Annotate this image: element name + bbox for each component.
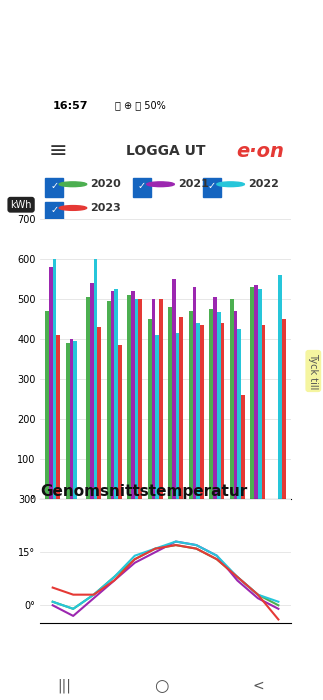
Bar <box>250 287 254 499</box>
Text: ○: ○ <box>154 677 169 695</box>
Text: Tyck till: Tyck till <box>308 353 318 389</box>
Circle shape <box>59 182 87 187</box>
Text: 2022: 2022 <box>248 179 279 189</box>
Bar <box>114 289 118 499</box>
Text: ✓: ✓ <box>208 181 216 191</box>
Circle shape <box>147 182 174 187</box>
Bar <box>196 323 200 499</box>
Text: 2020: 2020 <box>90 179 121 189</box>
Bar <box>131 290 135 499</box>
Bar <box>209 309 213 499</box>
Bar <box>213 297 217 499</box>
Bar <box>107 301 110 499</box>
Bar <box>237 329 241 499</box>
Text: ✓: ✓ <box>50 181 58 191</box>
Bar <box>155 335 159 499</box>
Text: |||: ||| <box>58 679 71 693</box>
Bar <box>148 319 151 499</box>
Bar <box>180 317 183 499</box>
Bar <box>200 325 204 499</box>
Text: e·on: e·on <box>237 142 285 161</box>
Bar <box>172 279 176 499</box>
Bar <box>254 285 258 499</box>
Bar <box>189 311 193 499</box>
Text: Genomsnittstemperatur: Genomsnittstemperatur <box>40 484 248 499</box>
Text: ✓: ✓ <box>138 181 146 191</box>
Bar <box>193 287 196 499</box>
Bar <box>45 311 49 499</box>
FancyBboxPatch shape <box>133 178 151 197</box>
Bar <box>139 299 142 499</box>
Bar <box>234 311 237 499</box>
Text: 16:57: 16:57 <box>53 101 89 111</box>
Bar <box>151 299 155 499</box>
Bar <box>135 299 139 499</box>
Bar <box>278 275 282 499</box>
Text: 2023: 2023 <box>90 203 121 213</box>
Circle shape <box>217 182 245 187</box>
Circle shape <box>59 206 87 210</box>
Bar <box>159 299 163 499</box>
Text: LOGGA UT: LOGGA UT <box>126 144 205 158</box>
Bar <box>258 289 262 499</box>
Bar <box>110 290 114 499</box>
Text: ✓: ✓ <box>50 205 58 215</box>
FancyBboxPatch shape <box>45 202 63 221</box>
Bar <box>94 259 98 499</box>
FancyBboxPatch shape <box>203 178 221 197</box>
Bar <box>66 343 69 499</box>
Bar <box>241 395 245 499</box>
Bar <box>118 345 122 499</box>
Bar <box>90 283 94 499</box>
Bar <box>221 323 224 499</box>
Bar <box>57 335 60 499</box>
Bar <box>217 312 221 499</box>
Bar <box>176 333 180 499</box>
Bar <box>168 307 172 499</box>
Text: kWh: kWh <box>10 199 32 210</box>
Bar <box>230 299 234 499</box>
FancyBboxPatch shape <box>45 178 63 197</box>
Text: 2021: 2021 <box>178 179 209 189</box>
Text: <: < <box>253 679 264 693</box>
Bar <box>127 295 131 499</box>
Text: 🔔 ⊕ 📶 50%: 🔔 ⊕ 📶 50% <box>115 101 166 111</box>
Bar <box>73 341 77 499</box>
Bar <box>282 319 286 499</box>
Bar <box>69 339 73 499</box>
Bar <box>86 297 90 499</box>
Bar <box>49 267 53 499</box>
Bar <box>53 259 57 499</box>
Bar <box>98 327 101 499</box>
Text: ≡: ≡ <box>48 141 67 162</box>
Bar <box>262 325 265 499</box>
